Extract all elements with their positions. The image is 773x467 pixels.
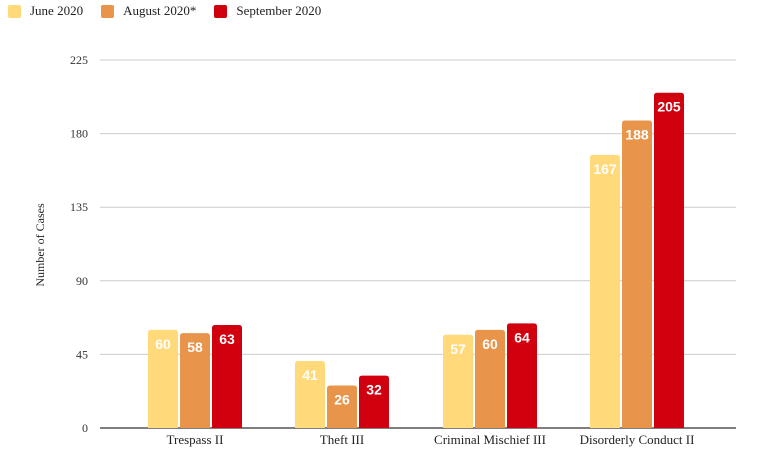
x-category-label: Trespass II [167,432,224,447]
legend-item-june-2020: June 2020 [8,3,83,19]
legend-label-august-2020: August 2020* [123,3,197,18]
legend-item-august-2020: August 2020* [101,3,196,19]
x-category-label: Theft III [320,432,364,447]
legend-swatch-june-2020 [8,4,21,18]
x-category-label: Criminal Mischief III [434,432,546,447]
data-label: 58 [187,339,203,355]
data-label: 57 [450,341,466,357]
legend-swatch-august-2020 [101,4,115,18]
bar [443,334,473,428]
y-tick-label: 135 [70,200,88,214]
bar [295,360,325,428]
bar [180,333,210,428]
y-axis-ticks: 0 45 90 135 180 225 [70,53,88,435]
bar [622,120,652,428]
bar [590,154,620,428]
data-label: 60 [155,336,171,352]
data-label: 41 [302,367,318,383]
data-label: 188 [625,127,649,143]
bar [507,323,537,428]
data-label: 64 [514,329,530,345]
data-labels: 60 58 63 41 26 32 57 60 64 167 188 205 [155,99,681,408]
x-category-label: Disorderly Conduct II [580,432,695,447]
y-tick-label: 0 [82,421,88,435]
bar [212,324,242,428]
bar [475,329,505,428]
bar [654,92,684,428]
data-label: 60 [482,336,498,352]
y-axis-title: Number of Cases [33,203,47,287]
y-tick-label: 180 [70,127,88,141]
data-label: 205 [657,99,681,115]
y-tick-label: 90 [76,274,88,288]
y-tick-label: 45 [76,347,88,361]
bar [327,385,357,428]
data-label: 63 [219,331,235,347]
data-label: 167 [593,161,617,177]
legend: June 2020 August 2020* September 2020 [8,3,339,19]
legend-swatch-september-2020 [214,4,228,18]
bars [148,92,684,428]
legend-label-september-2020: September 2020 [236,3,322,18]
y-tick-label: 225 [70,53,88,67]
legend-item-september-2020: September 2020 [214,3,321,19]
x-axis-categories: Trespass II Theft III Criminal Mischief II… [167,432,695,447]
data-label: 26 [334,391,350,407]
bar [359,375,389,428]
data-label: 32 [366,382,382,398]
bar [148,329,178,428]
legend-label-june-2020: June 2020 [30,3,84,18]
